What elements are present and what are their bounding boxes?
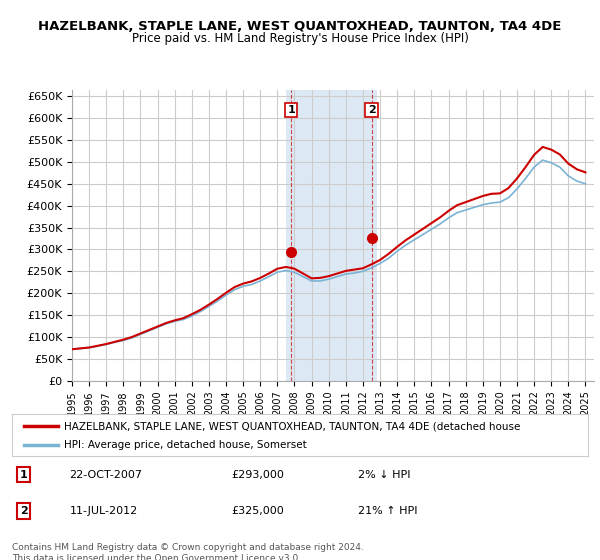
Bar xyxy=(286,90,377,381)
Text: HPI: Average price, detached house, Somerset: HPI: Average price, detached house, Some… xyxy=(64,440,307,450)
Text: 1: 1 xyxy=(287,105,295,115)
Text: Contains HM Land Registry data © Crown copyright and database right 2024.
This d: Contains HM Land Registry data © Crown c… xyxy=(12,543,364,560)
Text: Price paid vs. HM Land Registry's House Price Index (HPI): Price paid vs. HM Land Registry's House … xyxy=(131,32,469,45)
Text: 2: 2 xyxy=(368,105,376,115)
Text: £325,000: £325,000 xyxy=(231,506,284,516)
Text: 21% ↑ HPI: 21% ↑ HPI xyxy=(358,506,417,516)
Text: 1: 1 xyxy=(20,470,28,479)
Text: 2: 2 xyxy=(20,506,28,516)
Text: HAZELBANK, STAPLE LANE, WEST QUANTOXHEAD, TAUNTON, TA4 4DE (detached house: HAZELBANK, STAPLE LANE, WEST QUANTOXHEAD… xyxy=(64,421,520,431)
Text: 22-OCT-2007: 22-OCT-2007 xyxy=(70,470,143,479)
Text: HAZELBANK, STAPLE LANE, WEST QUANTOXHEAD, TAUNTON, TA4 4DE: HAZELBANK, STAPLE LANE, WEST QUANTOXHEAD… xyxy=(38,20,562,32)
Text: £293,000: £293,000 xyxy=(231,470,284,479)
Text: 2% ↓ HPI: 2% ↓ HPI xyxy=(358,470,410,479)
Text: 11-JUL-2012: 11-JUL-2012 xyxy=(70,506,138,516)
